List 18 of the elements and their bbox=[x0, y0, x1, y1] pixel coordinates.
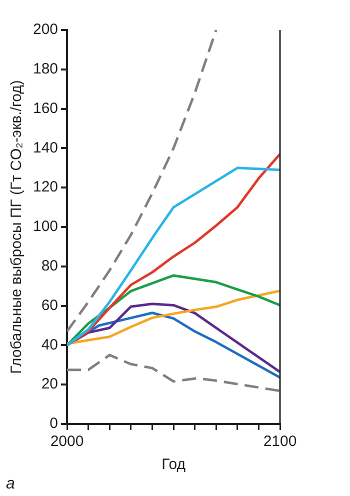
y-tick-label: 180 bbox=[32, 60, 58, 78]
y-tick-label: 200 bbox=[32, 21, 58, 38]
text: а bbox=[6, 475, 15, 492]
y-tick-label: 160 bbox=[32, 100, 58, 117]
y-axis-title: Глобальные выбросы ПГ (Гт CO₂-экв./год) bbox=[8, 80, 26, 374]
x-tick-label: 2100 bbox=[263, 433, 297, 450]
x-axis-title: Год bbox=[162, 456, 186, 474]
y-tick-label: 100 bbox=[32, 218, 58, 236]
y-tick-label: 140 bbox=[32, 139, 58, 156]
y-tick-label: 0 bbox=[50, 415, 58, 432]
line-series bbox=[67, 354, 280, 392]
x-tick-label: 2000 bbox=[50, 433, 84, 450]
y-tick-label: 40 bbox=[41, 336, 58, 354]
line-series bbox=[67, 30, 218, 333]
y-tick-label: 120 bbox=[32, 178, 58, 196]
y-tick-label: 60 bbox=[41, 296, 58, 314]
y-tick-label: 20 bbox=[41, 376, 58, 393]
y-tick-label: 80 bbox=[41, 258, 58, 275]
